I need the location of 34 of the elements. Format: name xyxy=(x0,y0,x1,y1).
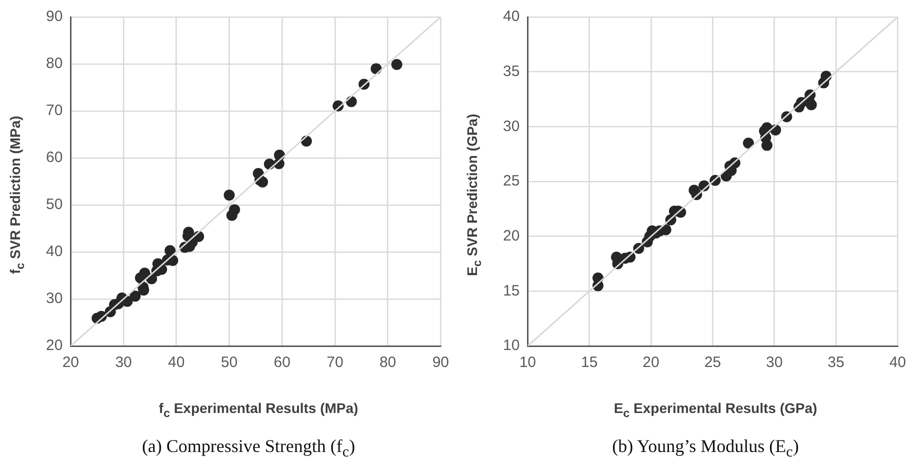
x-tick-label: 70 xyxy=(326,354,344,372)
y-tick-label: 35 xyxy=(502,62,520,80)
x-tick-label: 20 xyxy=(62,354,80,372)
x-tick-label: 60 xyxy=(274,354,290,372)
x-tick-label: 90 xyxy=(432,354,449,372)
y-tick-label: 60 xyxy=(46,149,63,166)
y-tick-label: 20 xyxy=(46,337,63,354)
x-tick-label: 50 xyxy=(220,354,238,372)
x-tick-label: 35 xyxy=(828,354,844,372)
x-tick-label: 40 xyxy=(168,354,185,372)
text: (a) Compressive Strength (f$_{c}$) xyxy=(140,436,356,462)
y-tick-label: 40 xyxy=(46,243,63,260)
x-tick-label: 10 xyxy=(519,354,536,372)
y-tick-label: 40 xyxy=(502,8,520,26)
y-tick-label: 70 xyxy=(46,102,63,120)
y-tick-label: 80 xyxy=(46,55,63,72)
text: (b) Young’s Modulus (E$_{c}$) xyxy=(611,436,800,462)
x-tick-label: 30 xyxy=(766,354,783,372)
x-tick-label: 40 xyxy=(889,354,906,372)
x-tick-label: 20 xyxy=(642,354,660,372)
y-tick-label: 90 xyxy=(46,8,63,26)
x-axis-title: f$_{c}$ Experimental Results (MPa) xyxy=(158,400,360,420)
y-tick-label: 25 xyxy=(502,172,520,190)
y-tick-label: 30 xyxy=(502,118,520,135)
y-tick-label: 30 xyxy=(46,290,63,308)
y-tick-label: 10 xyxy=(502,337,520,354)
x-axis-title: E$_{c}$ Experimental Results (GPa) xyxy=(612,400,818,420)
y-tick-label: 15 xyxy=(502,282,520,300)
x-tick-label: 15 xyxy=(581,354,598,372)
y-tick-label: 50 xyxy=(46,196,63,214)
x-tick-label: 80 xyxy=(379,354,396,372)
x-tick-label: 30 xyxy=(115,354,132,372)
y-tick-label: 20 xyxy=(502,227,520,244)
x-tick-label: 25 xyxy=(704,354,722,372)
